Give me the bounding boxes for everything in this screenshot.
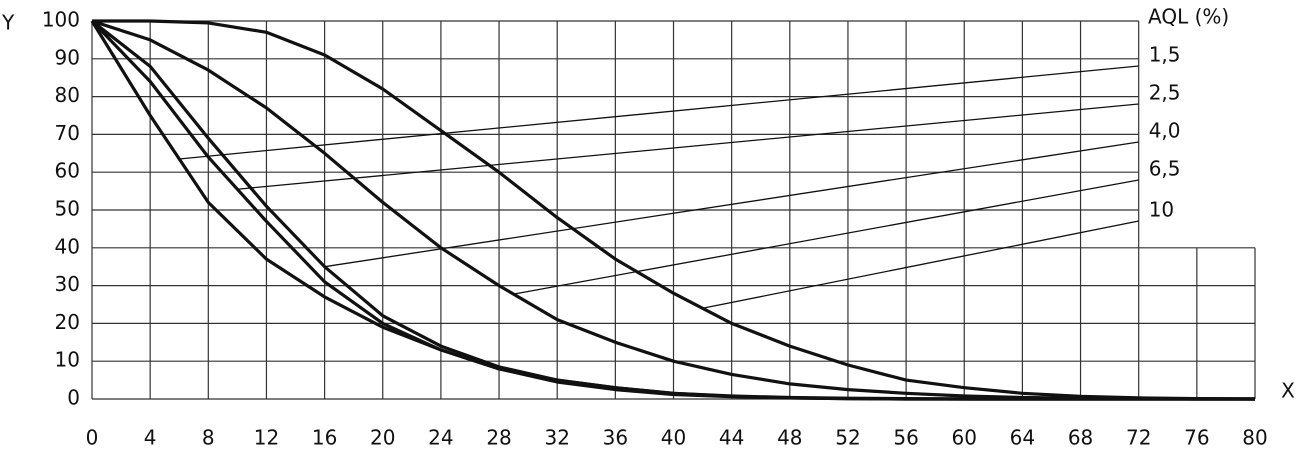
curve: [91, 19, 1255, 401]
legend-label: 6,5: [1149, 157, 1181, 181]
x-tick-label: 56: [893, 426, 918, 450]
x-tick-label: 20: [370, 426, 395, 450]
y-tick-label: 80: [55, 83, 80, 107]
x-tick-label: 36: [603, 426, 628, 450]
leader-line: [513, 179, 1139, 295]
x-tick-label: 40: [661, 426, 686, 450]
x-tick-label: 68: [1068, 426, 1093, 450]
leader-line: [702, 220, 1139, 309]
x-tick-label: 60: [952, 426, 977, 450]
legend-label: 2,5: [1149, 81, 1181, 105]
x-tick-label: 8: [202, 426, 215, 450]
x-tick-label: 44: [719, 426, 744, 450]
legend-label: 1,5: [1149, 43, 1181, 67]
x-axis-label: X: [1281, 379, 1295, 403]
y-tick-label: 20: [55, 310, 80, 334]
x-tick-label: 28: [486, 426, 511, 450]
y-tick-label: 30: [55, 272, 80, 296]
x-tick-label: 72: [1126, 426, 1151, 450]
x-tick-label: 16: [312, 426, 337, 450]
y-tick-label: 70: [55, 121, 80, 145]
leader-line: [237, 103, 1139, 190]
y-tick-label: 100: [42, 8, 80, 32]
y-axis-label: Y: [1, 11, 15, 35]
x-tick-label: 52: [835, 426, 860, 450]
y-tick-label: 90: [55, 45, 80, 69]
x-tick-label: 24: [428, 426, 453, 450]
x-tick-label: 48: [777, 426, 802, 450]
legend-label: 10: [1149, 198, 1174, 222]
x-tick-label: 32: [544, 426, 569, 450]
x-tick-label: 76: [1184, 426, 1209, 450]
legend-title: AQL (%): [1148, 5, 1229, 29]
leader-line: [179, 65, 1139, 160]
y-tick-label: 50: [55, 197, 80, 221]
x-tick-label: 80: [1242, 426, 1267, 450]
legend-label: 4,0: [1149, 119, 1181, 143]
x-tick-label: 64: [1010, 426, 1035, 450]
x-tick-label: 0: [86, 426, 99, 450]
y-tick-label: 0: [67, 386, 80, 410]
leader-line: [324, 141, 1139, 268]
y-tick-label: 10: [55, 348, 80, 372]
x-tick-label: 12: [254, 426, 279, 450]
y-tick-label: 40: [55, 234, 80, 258]
y-tick-label: 60: [55, 159, 80, 183]
curve: [92, 19, 1256, 401]
x-tick-label: 4: [144, 426, 157, 450]
